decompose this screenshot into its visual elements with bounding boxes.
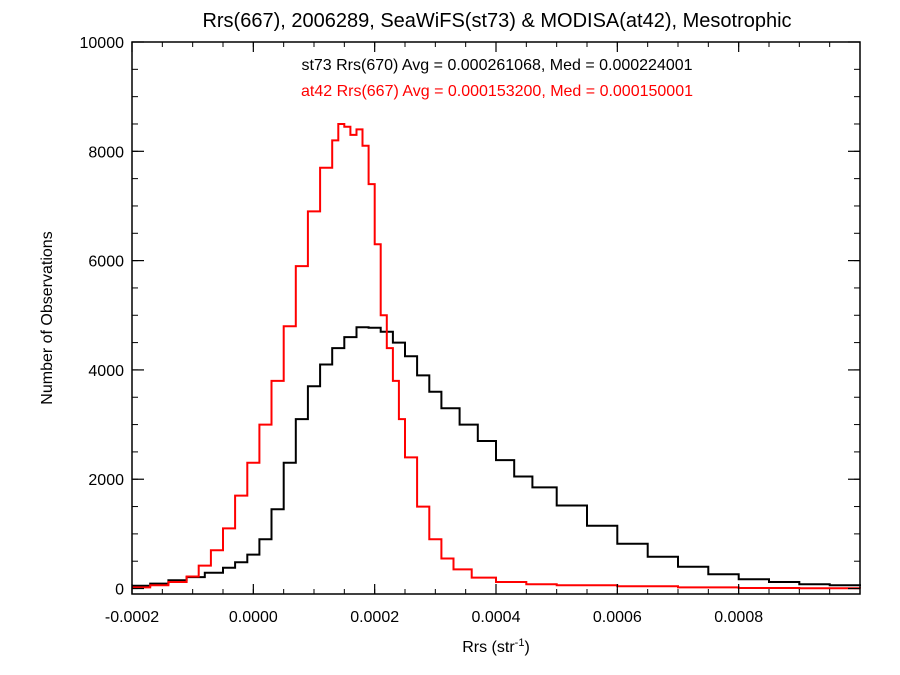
y-tick-label: 8000 — [88, 144, 124, 161]
series-layer — [132, 123, 861, 590]
y-tick-label: 4000 — [88, 363, 124, 380]
x-axis-label: Rrs (str-1) — [462, 637, 530, 656]
ticks-layer: -0.0002 0.0000 0.0002 0.0004 0.0006 0.0008 0 20… — [80, 35, 861, 626]
annotation-at42: at42 Rrs(667) Avg = 0.000153200, Med = 0… — [301, 83, 693, 100]
x-axis-label-sup: -1 — [515, 637, 525, 649]
x-tick-label: 0.0000 — [229, 609, 278, 626]
plot-frame — [131, 41, 861, 595]
series-line-1 — [132, 123, 861, 590]
y-tick-label: 10000 — [80, 35, 125, 52]
y-tick-label: 0 — [115, 582, 124, 599]
x-axis-label-base: Rrs (str — [462, 639, 515, 656]
x-tick-label: -0.0002 — [105, 609, 159, 626]
x-tick-label: 0.0008 — [714, 609, 763, 626]
y-tick-label: 2000 — [88, 472, 124, 489]
chart-title: Rrs(667), 2006289, SeaWiFS(st73) & MODIS… — [202, 10, 791, 32]
y-tick-label: 6000 — [88, 254, 124, 271]
x-tick-label: 0.0002 — [350, 609, 399, 626]
annotation-st73: st73 Rrs(670) Avg = 0.000261068, Med = 0… — [301, 57, 692, 74]
x-tick-label: 0.0006 — [593, 609, 642, 626]
x-tick-label: 0.0004 — [472, 609, 521, 626]
y-axis-label: Number of Observations — [39, 231, 56, 404]
series-line-0 — [132, 326, 861, 587]
x-axis-label-end: ) — [524, 639, 529, 656]
